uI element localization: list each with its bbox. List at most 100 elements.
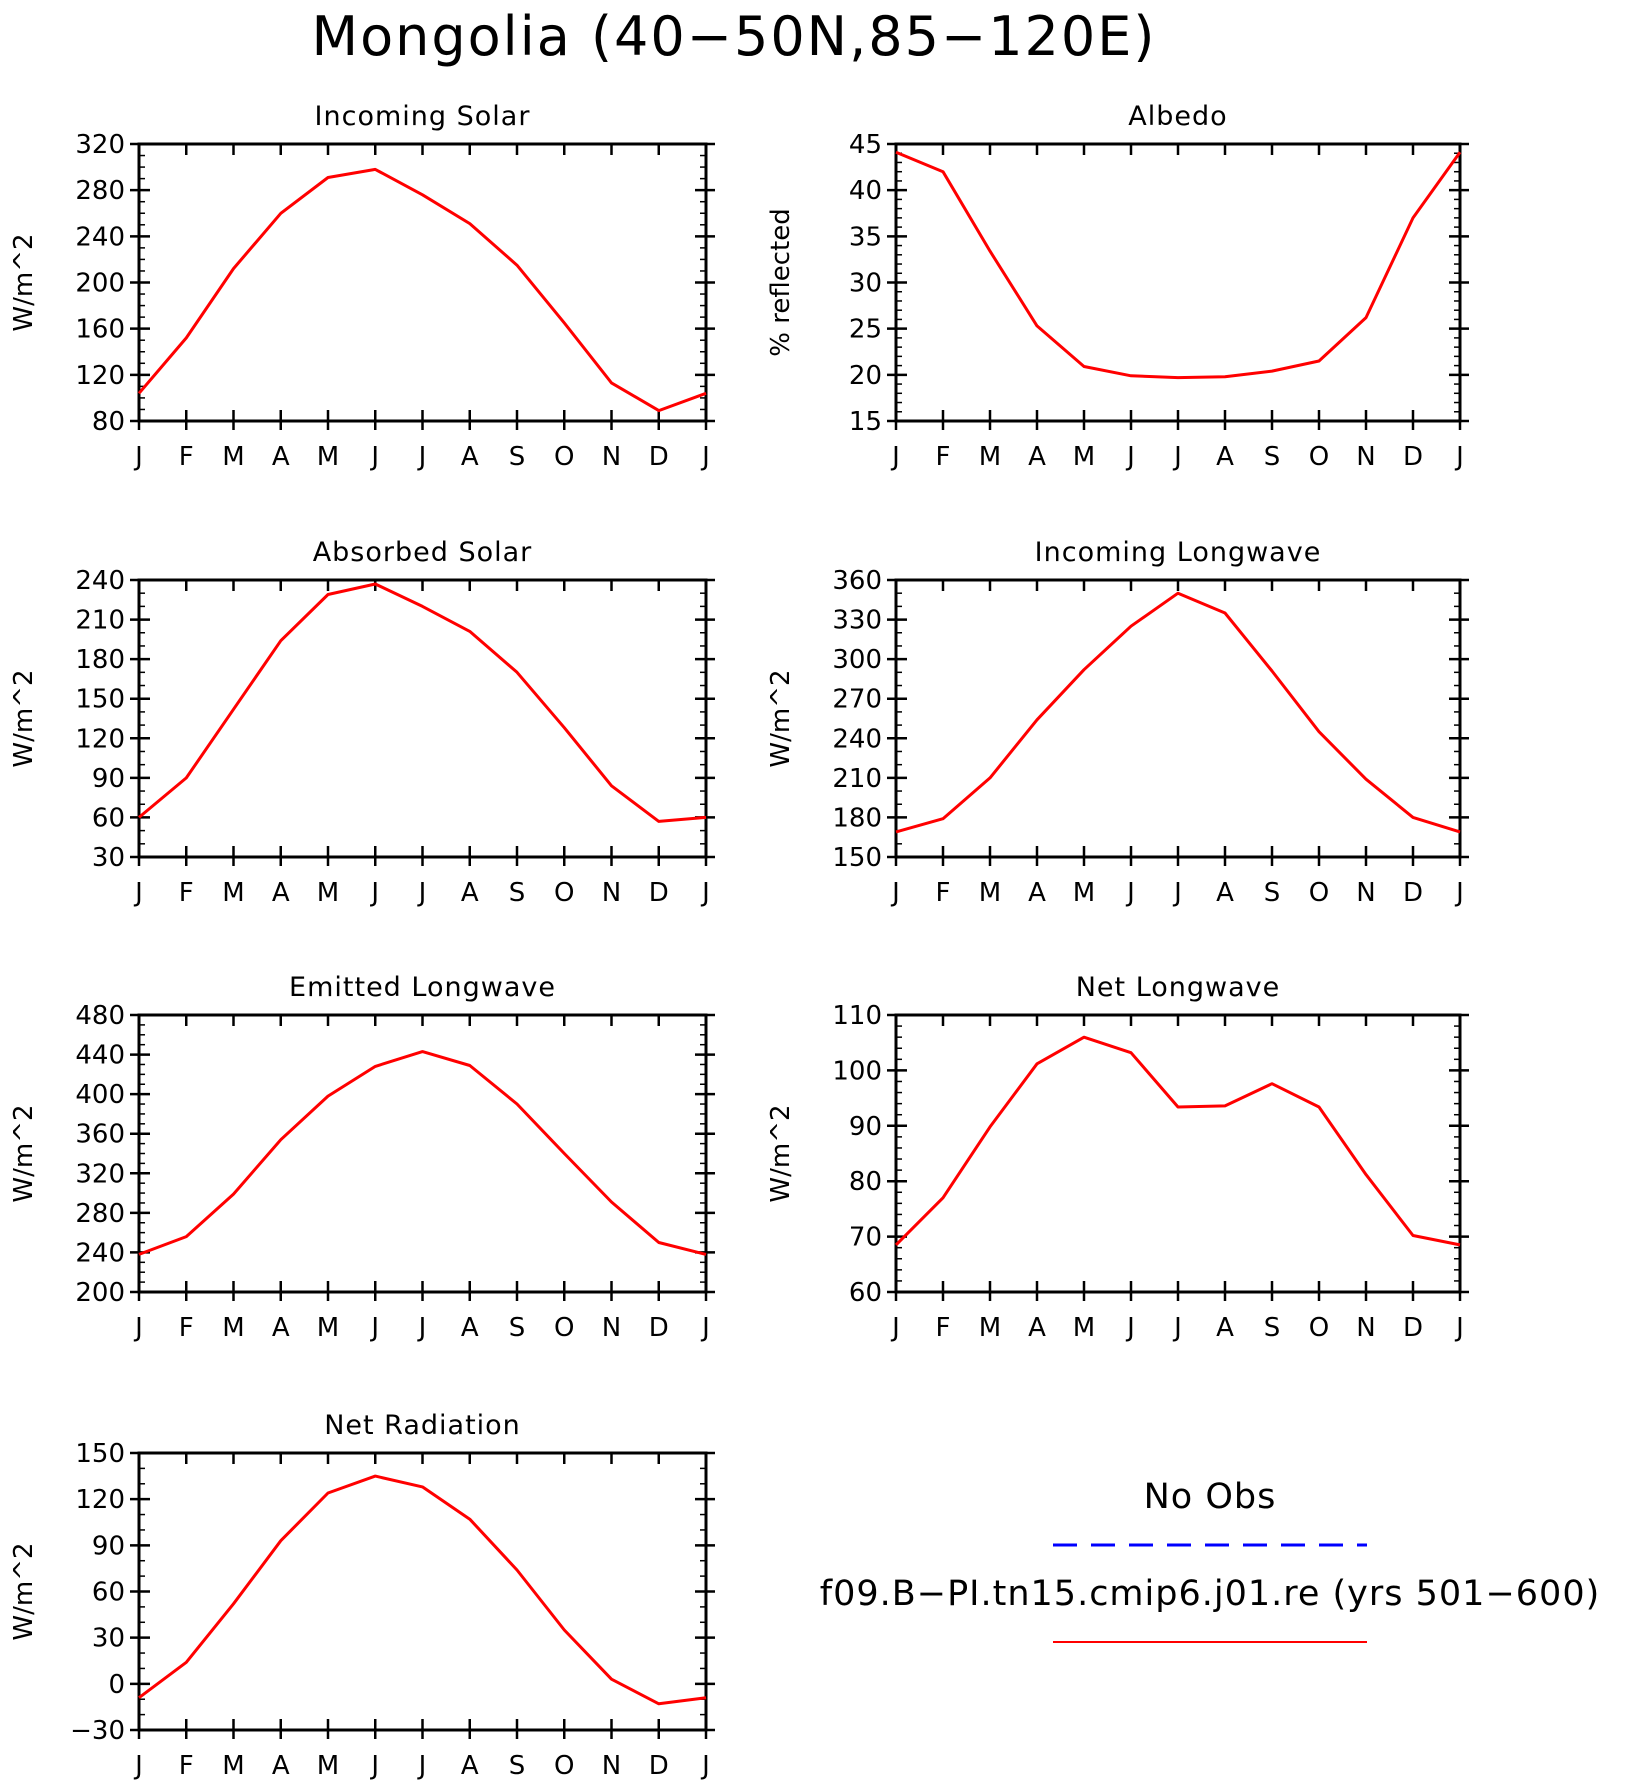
figure-title: Mongolia (40−50N,85−120E) (312, 5, 1157, 68)
plot-frame (137, 578, 708, 859)
x-tick-label: A (272, 1751, 290, 1781)
y-tick-label: 210 (832, 764, 882, 794)
x-tick-label: J (133, 1313, 143, 1343)
y-tick-label: 150 (832, 843, 882, 873)
x-tick-label: J (1125, 442, 1135, 472)
panel-title: Absorbed Solar (313, 537, 533, 568)
y-tick-label: 300 (832, 645, 882, 675)
x-tick-label: J (369, 1313, 379, 1343)
x-tick-label: N (602, 442, 621, 472)
x-tick-label: O (554, 1751, 574, 1781)
y-tick-label: 80 (92, 407, 125, 437)
y-axis-label: W/m^2 (9, 669, 39, 767)
y-axis-label: W/m^2 (766, 669, 796, 767)
x-tick-label: A (272, 878, 290, 908)
x-tick-label: J (1454, 878, 1464, 908)
y-tick-label: 280 (75, 176, 125, 206)
x-tick-label: M (317, 1751, 339, 1781)
y-tick-label: 0 (108, 1670, 125, 1700)
series-line-model (138, 582, 707, 823)
y-tick-label: 60 (849, 1278, 882, 1308)
x-tick-label: J (1125, 878, 1135, 908)
y-tick-label: 100 (832, 1056, 882, 1086)
x-tick-label: N (1356, 442, 1375, 472)
x-tick-label: A (461, 1313, 479, 1343)
x-tick-label: J (1172, 442, 1182, 472)
x-tick-label: J (1125, 1313, 1135, 1343)
x-tick-label: S (509, 1751, 526, 1781)
x-tick-label: J (1172, 878, 1182, 908)
x-tick-label: F (179, 442, 194, 472)
x-tick-label: A (272, 442, 290, 472)
x-tick-label: A (1216, 1313, 1234, 1343)
x-tick-label: M (1073, 1313, 1095, 1343)
y-tick-label: 120 (75, 361, 125, 391)
x-tick-label: M (1073, 878, 1095, 908)
x-tick-label: M (317, 878, 339, 908)
panel-title: Net Longwave (1076, 972, 1281, 1003)
x-tick-label: J (417, 442, 427, 472)
panel-title: Albedo (1128, 101, 1227, 132)
x-tick-label: M (222, 878, 244, 908)
y-tick-label: 180 (832, 803, 882, 833)
series-line-model (894, 1035, 1461, 1247)
y-tick-label: 70 (849, 1223, 882, 1253)
x-tick-label: J (417, 1313, 427, 1343)
x-tick-label: D (649, 442, 669, 472)
y-tick-label: 15 (849, 407, 882, 437)
x-tick-label: S (1264, 878, 1281, 908)
x-tick-label: O (554, 442, 574, 472)
x-tick-label: O (554, 878, 574, 908)
y-tick-label: 35 (849, 222, 882, 252)
panel-title: Incoming Solar (315, 101, 531, 132)
y-tick-label: 30 (849, 269, 882, 299)
x-tick-label: J (1172, 1313, 1182, 1343)
y-axis-label: W/m^2 (9, 1104, 39, 1202)
x-tick-label: J (1454, 442, 1464, 472)
x-tick-label: S (509, 878, 526, 908)
y-tick-label: 40 (849, 176, 882, 206)
x-tick-label: A (272, 1313, 290, 1343)
x-tick-label: D (1403, 878, 1423, 908)
x-tick-label: A (1216, 878, 1234, 908)
x-tick-label: J (417, 878, 427, 908)
panel-title: Net Radiation (324, 1410, 521, 1441)
y-tick-label: 30 (92, 1624, 125, 1654)
y-axis-label: % reflected (766, 208, 796, 356)
series-line-model (138, 1050, 707, 1256)
x-tick-label: M (979, 1313, 1001, 1343)
x-tick-label: J (890, 442, 900, 472)
x-tick-label: J (369, 878, 379, 908)
x-tick-label: J (700, 442, 710, 472)
y-tick-label: 180 (75, 645, 125, 675)
x-tick-label: N (602, 1751, 621, 1781)
y-tick-label: 320 (75, 130, 125, 160)
y-tick-label: 20 (849, 361, 882, 391)
y-tick-label: 80 (849, 1167, 882, 1197)
legend-model-label: f09.B−PI.tn15.cmip6.j01.re (yrs 501−600) (820, 1574, 1601, 1614)
y-tick-label: 90 (92, 1531, 125, 1561)
x-tick-label: A (461, 442, 479, 472)
y-tick-label: 330 (832, 606, 882, 636)
plot-frame (894, 142, 1462, 423)
y-axis-label: W/m^2 (9, 233, 39, 331)
x-tick-label: F (179, 878, 194, 908)
x-tick-label: S (509, 1313, 526, 1343)
x-tick-label: F (936, 878, 951, 908)
y-tick-label: 280 (75, 1199, 125, 1229)
panel-title: Emitted Longwave (289, 972, 556, 1003)
y-tick-label: 110 (832, 1001, 882, 1031)
y-tick-label: 440 (75, 1041, 125, 1071)
x-tick-label: J (369, 1751, 379, 1781)
x-tick-label: M (1073, 442, 1095, 472)
y-tick-label: 90 (92, 764, 125, 794)
y-tick-label: 320 (75, 1159, 125, 1189)
x-tick-label: J (1454, 1313, 1464, 1343)
x-tick-label: J (700, 878, 710, 908)
x-tick-label: M (317, 1313, 339, 1343)
y-tick-label: 240 (832, 724, 882, 754)
x-tick-label: J (133, 1751, 143, 1781)
